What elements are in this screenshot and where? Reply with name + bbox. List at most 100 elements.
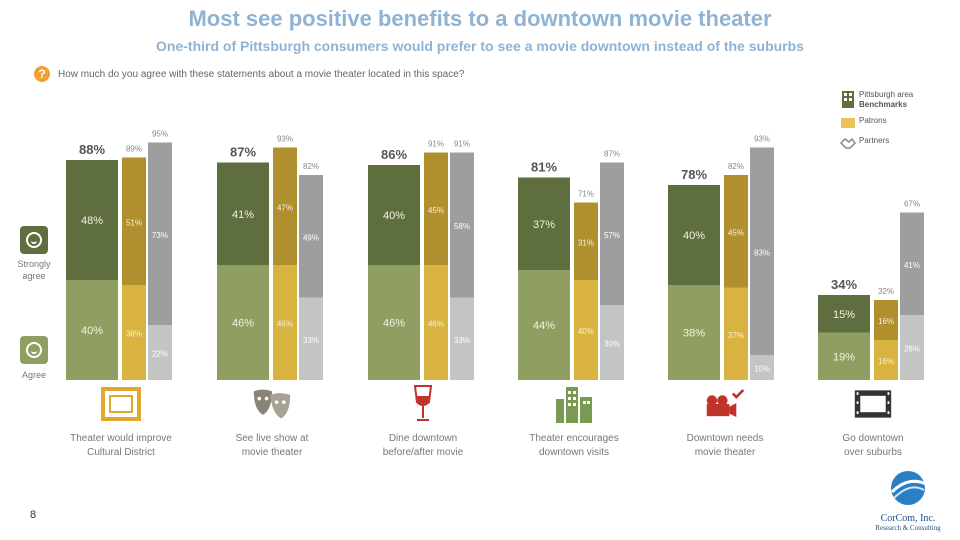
data-label-total: 88% (79, 142, 105, 157)
data-label-strongly-agree: 40% (383, 210, 405, 222)
bar-agree-patrons (724, 287, 748, 380)
bar-agree-partners (900, 315, 924, 380)
bar-agree-patrons (874, 340, 898, 380)
data-label-total: 82% (728, 162, 744, 171)
data-label-strongly-agree: 40% (683, 230, 705, 242)
bar-agree-pittsburgh-area (368, 265, 420, 380)
bar-agree-pittsburgh-area (217, 265, 269, 380)
theater-masks-icon (252, 386, 292, 422)
data-label-agree: 46% (428, 320, 444, 329)
legend-label: Pittsburgh area (859, 90, 914, 99)
city-buildings-icon (554, 386, 594, 423)
movie-camera-check-icon (705, 386, 745, 422)
category-label-needs-theater: Downtown needs movie theater (650, 432, 800, 460)
data-label-agree: 30% (604, 340, 620, 349)
data-label-agree: 38% (683, 328, 705, 340)
data-label-total: 86% (381, 147, 407, 162)
data-label-strongly-agree: 41% (232, 209, 254, 221)
bar-agree-partners (450, 297, 474, 380)
category-label-line: movie theater (694, 447, 756, 458)
bar-strongly-agree-patrons (724, 175, 748, 288)
data-label-agree: 16% (878, 357, 894, 366)
category-label-live-show: See live show at movie theater (197, 432, 347, 460)
agree-face-icon (20, 336, 48, 364)
legend-item-pittsburgh: Pittsburgh area Benchmarks (840, 90, 960, 110)
data-label-strongly-agree: 47% (277, 203, 293, 212)
data-label-agree: 37% (728, 331, 744, 340)
picture-frame-icon (101, 386, 141, 422)
survey-question: ? How much do you agree with these state… (34, 65, 464, 83)
data-label-strongly-agree: 41% (904, 261, 920, 270)
bar-strongly-agree-patrons (273, 147, 297, 265)
data-label-agree: 10% (754, 365, 770, 374)
data-label-agree: 19% (833, 351, 855, 363)
data-label-agree: 33% (303, 336, 319, 345)
bar-strongly-agree-partners (900, 212, 924, 315)
bar-strongly-agree-pittsburgh-area (66, 160, 118, 280)
bar-strongly-agree-patrons (122, 157, 146, 285)
category-label-downtown-visits: Theater encourages downtown visits (499, 432, 649, 460)
category-label-line: movie theater (241, 447, 303, 458)
bar-agree-patrons (122, 285, 146, 380)
data-label-strongly-agree: 51% (126, 218, 142, 227)
bar-strongly-agree-partners (600, 162, 624, 305)
legend-label: Partners (859, 136, 890, 145)
legend-item-patrons: Patrons (840, 116, 960, 130)
question-text: How much do you agree with these stateme… (58, 68, 465, 80)
category-label-line: Go downtown (842, 433, 904, 444)
bar-strongly-agree-partners (299, 175, 323, 298)
page-title: Most see positive benefits to a downtown… (188, 6, 772, 31)
data-label-agree: 40% (81, 325, 103, 337)
data-label-agree: 40% (578, 327, 594, 336)
company-name: CorCom, Inc. (880, 513, 936, 524)
bar-agree-pittsburgh-area (668, 285, 720, 380)
film-strip-icon (853, 386, 893, 422)
category-label-line: downtown visits (538, 447, 610, 458)
data-label-strongly-agree: 45% (428, 206, 444, 215)
data-label-strongly-agree: 37% (533, 219, 555, 231)
bar-strongly-agree-partners (450, 152, 474, 298)
strongly-agree-label: Strongly agree (6, 258, 62, 282)
data-label-agree: 33% (454, 336, 470, 345)
data-label-agree: 22% (152, 350, 168, 359)
data-label-strongly-agree: 15% (833, 309, 855, 321)
data-label-strongly-agree: 16% (878, 317, 894, 326)
data-label-total: 32% (878, 287, 894, 296)
data-label-total: 87% (604, 150, 620, 159)
bar-agree-pittsburgh-area (818, 332, 870, 380)
data-label-agree: 46% (383, 318, 405, 330)
data-label-total: 91% (454, 140, 470, 149)
category-label-line: over suburbs (844, 447, 902, 458)
bar-agree-partners (750, 355, 774, 380)
category-label-line: Theater would improve (70, 433, 172, 444)
chart-legend: Pittsburgh area Benchmarks Patrons Partn… (840, 90, 960, 156)
bar-strongly-agree-partners (148, 142, 172, 325)
data-label-total: 93% (277, 135, 293, 144)
bar-agree-partners (299, 297, 323, 380)
legend-label: Patrons (859, 116, 887, 125)
agree-label: Agree (21, 370, 47, 380)
data-label-agree: 38% (126, 330, 142, 339)
data-label-total: 67% (904, 200, 920, 209)
bar-agree-pittsburgh-area (518, 270, 570, 380)
bar-agree-patrons (574, 280, 598, 380)
globe-logo-icon (890, 471, 927, 505)
page-number: 8 (30, 509, 37, 521)
data-label-total: 82% (303, 162, 319, 171)
category-label-line: before/after movie (382, 447, 464, 458)
strongly-agree-label-line2: agree (22, 271, 46, 281)
data-label-total: 95% (152, 130, 168, 139)
bar-strongly-agree-pittsburgh-area (217, 162, 269, 265)
category-label-over-suburbs: Go downtown over suburbs (798, 432, 948, 460)
data-label-agree: 44% (533, 320, 555, 332)
ticket-icon (841, 118, 855, 128)
legend-label-sub: Benchmarks (859, 100, 908, 109)
data-label-total: 34% (831, 277, 857, 292)
data-label-strongly-agree: 73% (152, 231, 168, 240)
data-label-total: 87% (230, 145, 256, 160)
handshake-icon (840, 137, 856, 149)
bar-strongly-agree-patrons (574, 202, 598, 280)
bar-agree-patrons (273, 265, 297, 380)
company-logo: CorCom, Inc. Research & Consulting (868, 468, 948, 532)
bar-strongly-agree-patrons (424, 152, 448, 265)
